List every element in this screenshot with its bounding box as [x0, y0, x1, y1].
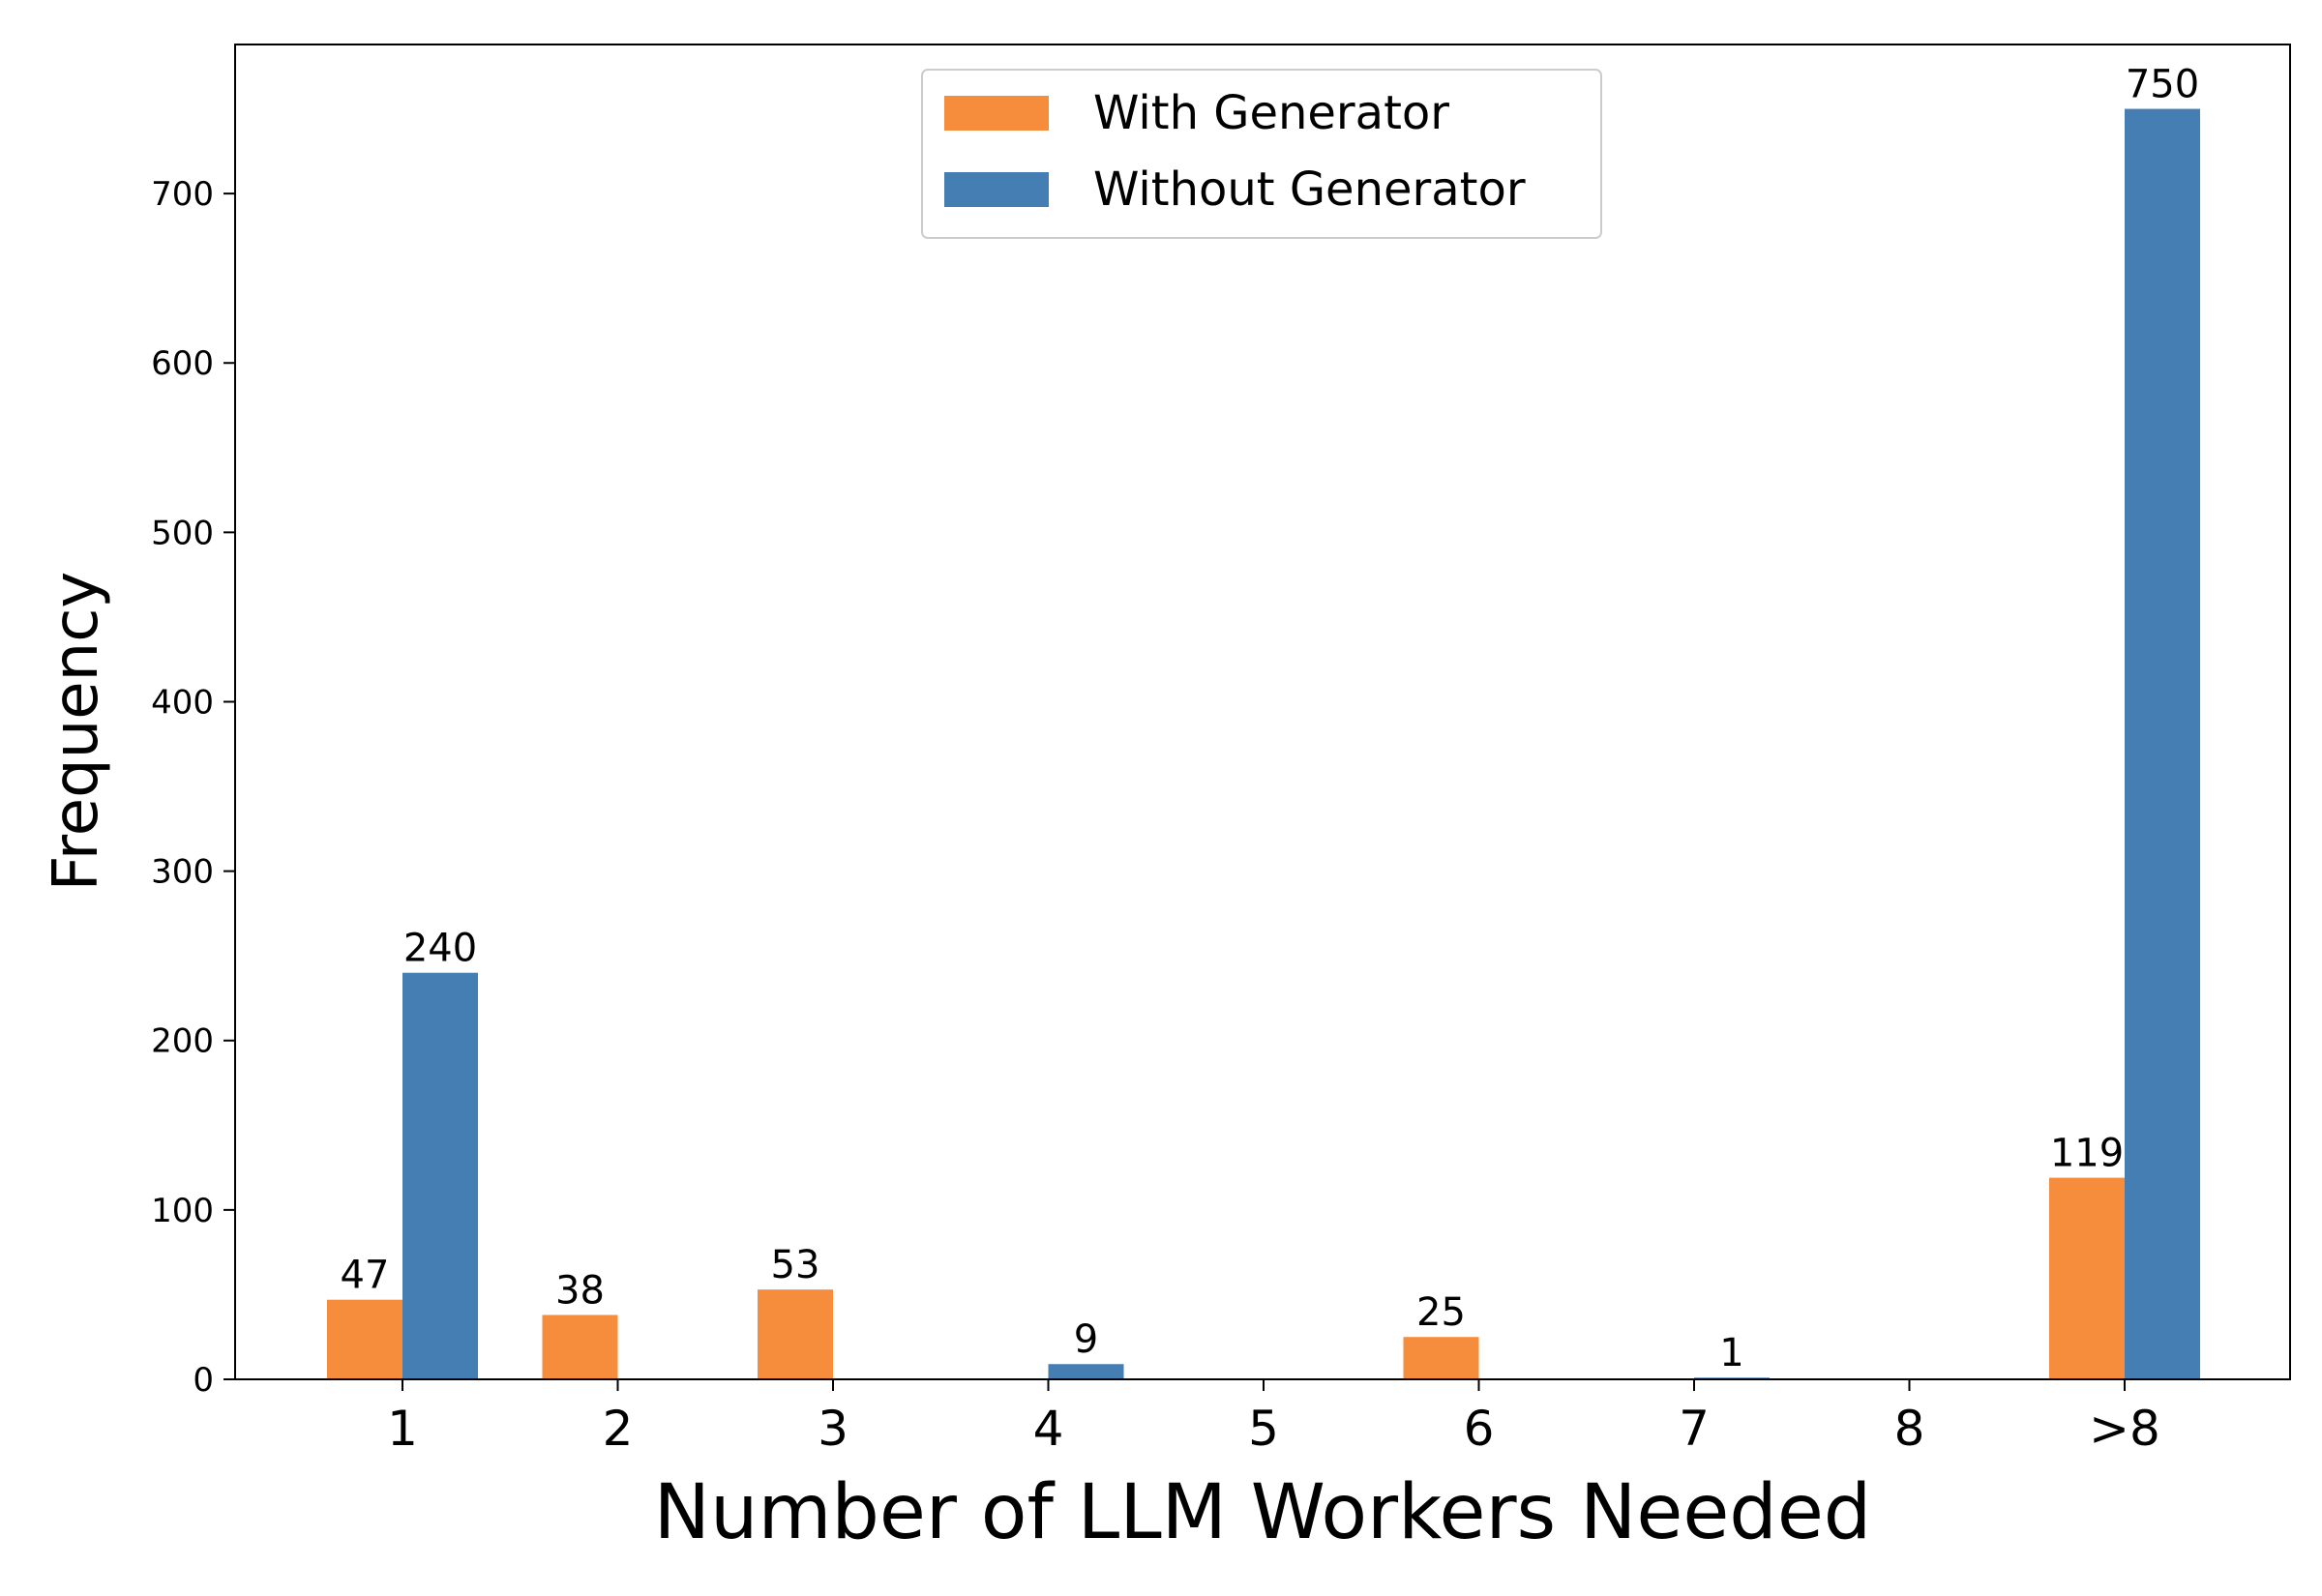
x-tick-label: 8: [1894, 1401, 1925, 1457]
x-tick-label: >8: [2089, 1401, 2160, 1457]
data-label-with-generator-8: 119: [2050, 1132, 2124, 1176]
y-axis-title: Frequency: [41, 572, 112, 892]
y-tick-label: 600: [151, 344, 214, 383]
legend: With Generator Without Generator: [921, 69, 1602, 239]
x-tick-label: 6: [1464, 1401, 1495, 1457]
data-label-without-generator-1: 240: [403, 927, 477, 971]
plot-frame: [234, 44, 2291, 1380]
legend-label-with-generator: With Generator: [1093, 86, 1449, 140]
x-axis: 1 2 3 4 5 6 7 8 >8: [387, 1379, 2160, 1457]
data-label-with-generator-3: 53: [771, 1243, 820, 1287]
legend-label-without-generator: Without Generator: [1093, 163, 1526, 217]
bar-with-generator-8: [2049, 1177, 2125, 1379]
x-axis-title: Number of LLM Workers Needed: [654, 1469, 1872, 1556]
data-label-with-generator-6: 25: [1416, 1290, 1466, 1335]
legend-swatch-with-generator: [944, 96, 1049, 131]
legend-box: [921, 69, 1602, 239]
y-tick-label: 500: [151, 514, 214, 552]
data-labels-layer: 47 38 53 25 119 240 9 1 750: [341, 63, 2200, 1376]
bar-with-generator-1: [327, 1299, 402, 1379]
bar-with-generator-2: [542, 1315, 618, 1379]
bar-without-generator-1: [402, 972, 478, 1379]
legend-swatch-without-generator: [944, 172, 1049, 207]
y-tick-label: 400: [151, 683, 214, 722]
x-tick-label: 5: [1248, 1401, 1279, 1457]
data-label-with-generator-1: 47: [341, 1254, 390, 1298]
data-label-without-generator-8: 750: [2126, 63, 2199, 107]
y-tick-label: 0: [193, 1361, 214, 1400]
y-axis: 0 100 200 300 400 500 600 700: [151, 175, 235, 1400]
bar-with-generator-3: [758, 1289, 833, 1379]
bar-with-generator-6: [1403, 1337, 1479, 1379]
data-label-with-generator-2: 38: [555, 1268, 605, 1313]
x-tick-label: 7: [1679, 1401, 1710, 1457]
y-tick-label: 300: [151, 853, 214, 892]
bar-without-generator-4: [1048, 1364, 1124, 1379]
x-tick-label: 1: [387, 1401, 418, 1457]
y-tick-label: 200: [151, 1022, 214, 1061]
x-tick-label: 2: [603, 1401, 634, 1457]
y-tick-label: 700: [151, 175, 214, 214]
x-tick-label: 3: [818, 1401, 848, 1457]
data-label-without-generator-4: 9: [1074, 1317, 1098, 1362]
y-tick-label: 100: [151, 1192, 214, 1230]
bar-without-generator-8: [2125, 108, 2200, 1380]
x-tick-label: 4: [1033, 1401, 1064, 1457]
data-label-without-generator-7: 1: [1719, 1331, 1743, 1375]
